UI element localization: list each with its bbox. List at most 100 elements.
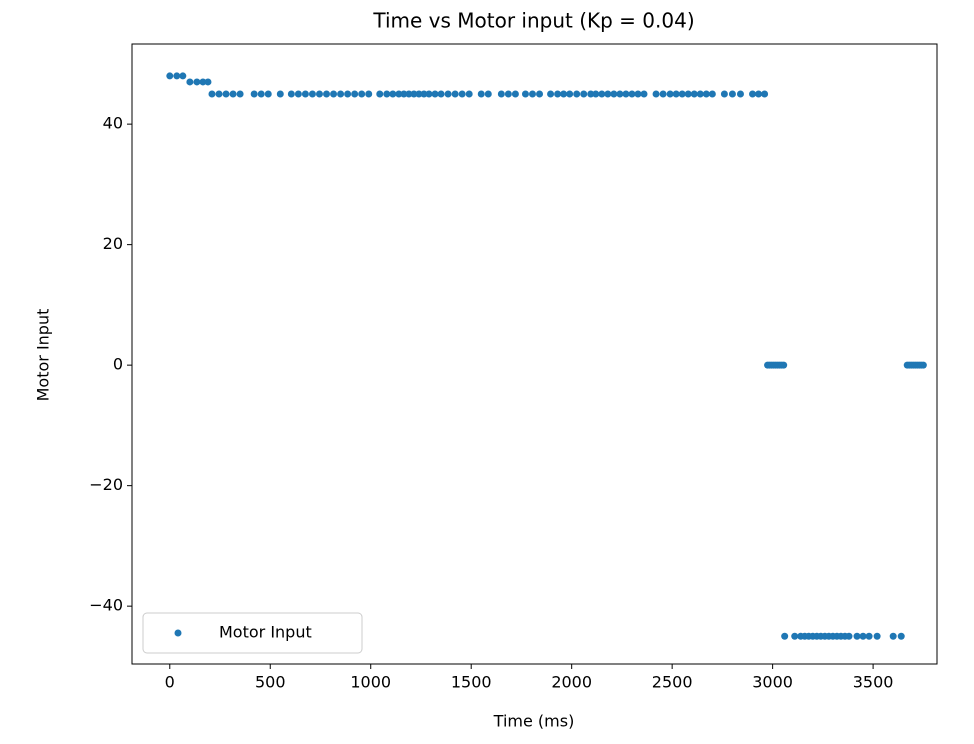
scatter-point: [889, 632, 897, 640]
scatter-point: [755, 90, 763, 98]
scatter-point: [204, 78, 212, 86]
scatter-point: [337, 90, 345, 98]
scatter-point: [389, 90, 397, 98]
scatter-point: [415, 90, 423, 98]
scatter-point: [294, 90, 302, 98]
scatter-point: [897, 632, 905, 640]
scatter-point: [431, 90, 439, 98]
scatter-point: [536, 90, 544, 98]
x-tick-label: 1500: [451, 673, 492, 692]
scatter-point: [444, 90, 452, 98]
scatter-point: [592, 90, 600, 98]
scatter-point: [736, 90, 744, 98]
scatter-point: [465, 90, 473, 98]
scatter-point: [708, 90, 716, 98]
scatter-point: [652, 90, 660, 98]
scatter-point: [330, 90, 338, 98]
scatter-point: [458, 90, 466, 98]
scatter-point: [264, 90, 272, 98]
scatter-point: [521, 90, 529, 98]
scatter-point: [323, 90, 331, 98]
scatter-point: [351, 90, 359, 98]
scatter-point: [780, 361, 788, 369]
scatter-point: [215, 90, 223, 98]
scatter-point: [257, 90, 265, 98]
scatter-point: [376, 90, 384, 98]
scatter-point: [497, 90, 505, 98]
scatter-point: [865, 632, 873, 640]
scatter-point: [554, 90, 562, 98]
scatter-point: [229, 90, 237, 98]
scatter-point: [425, 90, 433, 98]
scatter-point: [199, 78, 207, 86]
chart-title: Time vs Motor input (Kp = 0.04): [372, 9, 694, 33]
scatter-point: [781, 632, 789, 640]
scatter-point: [622, 90, 630, 98]
scatter-point: [179, 72, 187, 80]
scatter-point: [580, 90, 588, 98]
y-tick-label: 0: [113, 355, 123, 374]
scatter-point: [365, 90, 373, 98]
scatter-point: [528, 90, 536, 98]
scatter-point: [504, 90, 512, 98]
scatter-point: [308, 90, 316, 98]
x-tick-label: 3500: [853, 673, 894, 692]
scatter-point: [761, 90, 769, 98]
scatter-point: [616, 90, 624, 98]
scatter-point: [287, 90, 295, 98]
x-tick-label: 2000: [551, 673, 592, 692]
scatter-point: [173, 72, 181, 80]
y-tick-label: −40: [89, 596, 123, 615]
scatter-point: [186, 78, 194, 86]
x-tick-label: 3000: [752, 673, 793, 692]
scatter-point: [395, 90, 403, 98]
scatter-point: [383, 90, 391, 98]
scatter-point: [672, 90, 680, 98]
scatter-point: [222, 90, 230, 98]
x-tick-label: 2500: [652, 673, 693, 692]
scatter-point: [358, 90, 366, 98]
scatter-point: [560, 90, 568, 98]
scatter-point: [659, 90, 667, 98]
x-tick-label: 500: [255, 673, 286, 692]
scatter-point: [276, 90, 284, 98]
scatter-point: [573, 90, 581, 98]
legend-marker: [174, 629, 182, 637]
scatter-point: [873, 632, 881, 640]
scatter-point: [666, 90, 674, 98]
scatter-point: [598, 90, 606, 98]
scatter-point: [791, 632, 799, 640]
plot-frame: [131, 43, 938, 665]
scatter-point: [250, 90, 258, 98]
legend-box: [142, 612, 363, 654]
scatter-point: [566, 90, 574, 98]
scatter-point: [405, 90, 413, 98]
scatter-point: [628, 90, 636, 98]
scatter-point: [437, 90, 445, 98]
scatter-point: [420, 90, 428, 98]
scatter-point: [315, 90, 323, 98]
x-tick-label: 1000: [350, 673, 391, 692]
scatter-point: [919, 361, 927, 369]
scatter-point: [166, 72, 174, 80]
scatter-point: [400, 90, 408, 98]
scatter-point: [610, 90, 618, 98]
scatter-point: [640, 90, 648, 98]
y-tick-label: 40: [103, 114, 123, 133]
x-axis-label: Time (ms): [493, 712, 575, 731]
scatter-point: [587, 90, 595, 98]
scatter-point: [547, 90, 555, 98]
scatter-point: [678, 90, 686, 98]
scatter-point: [477, 90, 485, 98]
scatter-point: [845, 632, 853, 640]
scatter-point: [859, 632, 867, 640]
scatter-point: [484, 90, 492, 98]
legend-label: Motor Input: [219, 623, 312, 642]
scatter-point: [344, 90, 352, 98]
x-tick-label: 0: [165, 673, 175, 692]
y-axis-label: Motor Input: [34, 309, 53, 402]
scatter-point: [749, 90, 757, 98]
scatter-point: [451, 90, 459, 98]
